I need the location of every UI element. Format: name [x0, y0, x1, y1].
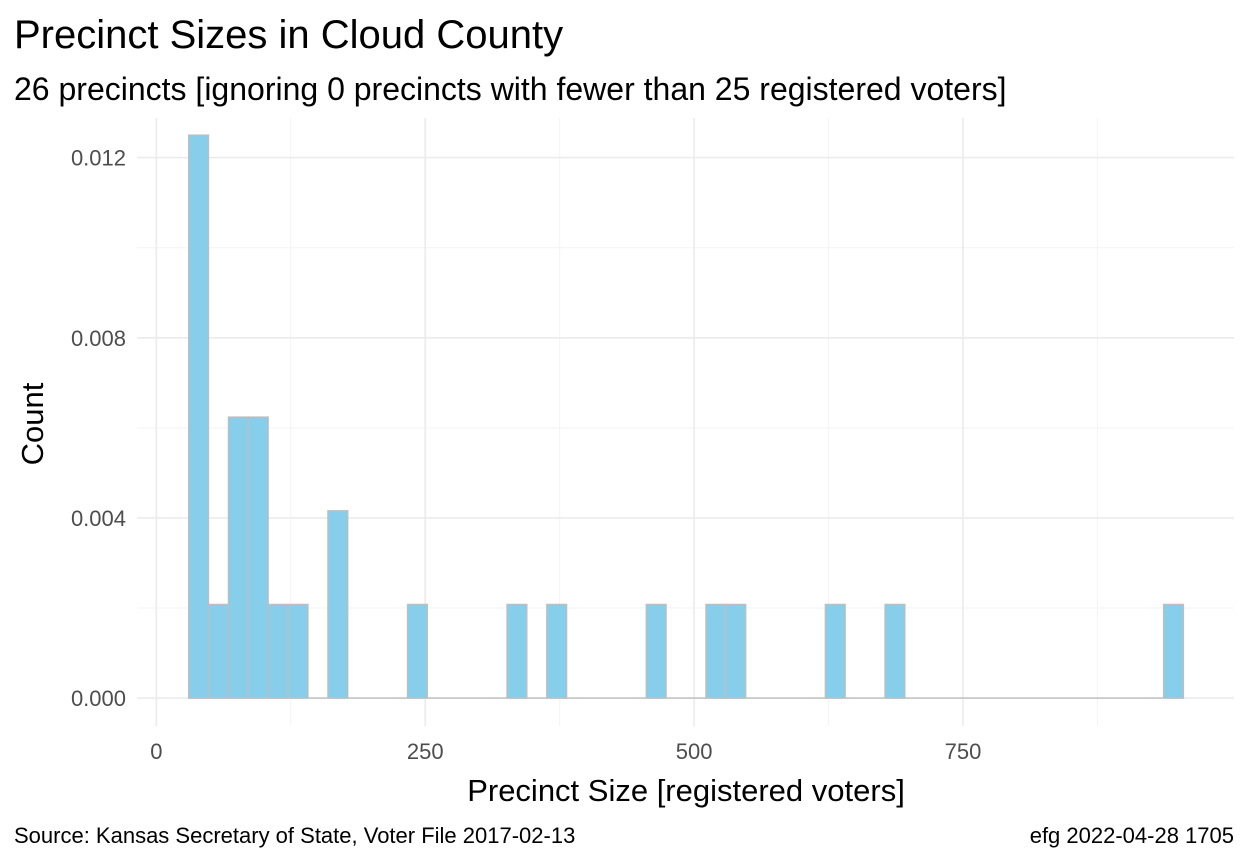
y-tick-label: 0.008 [71, 326, 126, 351]
histogram-bar [824, 603, 846, 699]
histogram-bar [247, 416, 269, 699]
y-tick-label: 0.004 [71, 506, 126, 531]
x-tick-label: 750 [945, 739, 982, 764]
histogram-bar [1162, 603, 1185, 699]
x-tick-label: 500 [676, 739, 713, 764]
histogram-bar [207, 603, 230, 699]
y-tick-label: 0.012 [71, 146, 126, 171]
y-axis-title: Count [15, 382, 50, 465]
x-axis-title: Precinct Size [registered voters] [467, 773, 905, 808]
minor-gridlines [137, 118, 1234, 726]
histogram-bar [187, 134, 210, 699]
x-axis-tick-labels: 0 250 500 750 [150, 739, 981, 764]
x-tick-label: 0 [150, 739, 162, 764]
histogram-bar [705, 603, 727, 699]
histogram-bar [267, 603, 289, 699]
histogram-bar [287, 603, 309, 699]
histogram-bar [327, 510, 349, 699]
histogram-bar [506, 603, 528, 699]
source-caption: Source: Kansas Secretary of State, Voter… [14, 823, 575, 848]
histogram-bar [884, 603, 906, 699]
histogram-bar [645, 603, 667, 699]
chart-title: Precinct Sizes in Cloud County [14, 13, 563, 57]
histogram-bar [546, 603, 568, 699]
author-caption: efg 2022-04-28 1705 [1030, 823, 1234, 848]
histogram-bar [725, 603, 747, 699]
y-axis-tick-labels: 0.000 0.004 0.008 0.012 [71, 146, 126, 711]
histogram-bar [227, 416, 249, 699]
chart-subtitle: 26 precincts [ignoring 0 precincts with … [14, 71, 1007, 107]
x-tick-label: 250 [407, 739, 444, 764]
histogram-bar [406, 603, 429, 699]
histogram-bars [187, 134, 1185, 699]
y-tick-label: 0.000 [71, 686, 126, 711]
